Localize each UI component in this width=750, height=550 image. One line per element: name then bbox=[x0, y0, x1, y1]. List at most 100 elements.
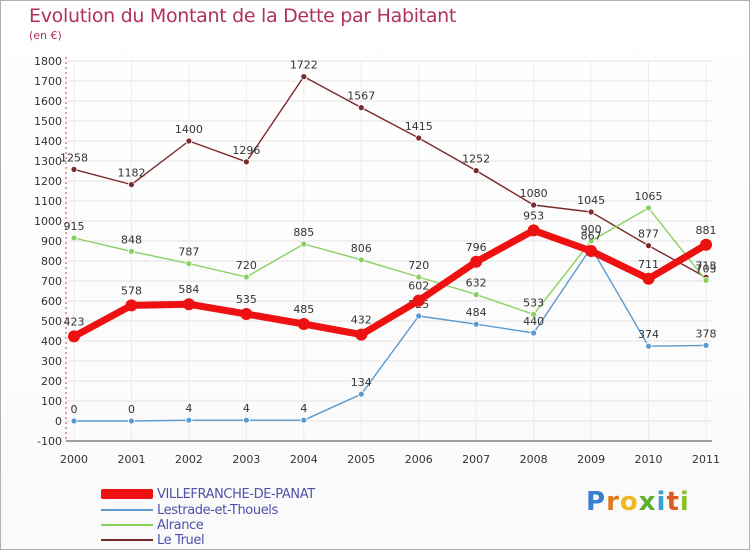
data-point bbox=[415, 134, 423, 142]
data-point bbox=[530, 201, 538, 209]
legend-item-alrance: Alrance bbox=[101, 517, 204, 533]
data-point bbox=[300, 240, 308, 248]
data-point bbox=[185, 260, 193, 268]
data-point bbox=[702, 276, 710, 284]
y-tick-label: 0 bbox=[55, 415, 62, 428]
data-label: 374 bbox=[638, 328, 659, 341]
series-line bbox=[72, 226, 708, 340]
data-point bbox=[472, 291, 480, 299]
data-point bbox=[415, 312, 423, 320]
data-point bbox=[357, 104, 365, 111]
data-label: 4 bbox=[243, 402, 250, 415]
legend-label-lestrade: Lestrade-et-Thouels bbox=[157, 502, 278, 518]
data-point bbox=[702, 341, 710, 349]
x-tick-label: 2006 bbox=[405, 453, 433, 466]
data-label: 787 bbox=[178, 246, 199, 259]
data-label: 378 bbox=[696, 327, 717, 340]
data-label: 4 bbox=[300, 402, 307, 415]
data-label: 867 bbox=[581, 230, 602, 243]
data-point bbox=[242, 273, 250, 281]
legend-item-lestrade: Lestrade-et-Thouels bbox=[101, 502, 278, 518]
y-tick-label: 1300 bbox=[34, 155, 62, 168]
y-tick-label: 400 bbox=[41, 335, 62, 348]
data-point bbox=[645, 342, 652, 350]
data-point bbox=[700, 238, 712, 251]
data-point bbox=[355, 328, 368, 341]
data-label: 485 bbox=[293, 303, 314, 316]
data-label: 578 bbox=[121, 284, 142, 297]
data-point bbox=[645, 204, 652, 212]
data-point bbox=[530, 329, 538, 337]
data-point bbox=[128, 181, 135, 189]
data-label: 432 bbox=[351, 314, 372, 327]
logo-letter: P bbox=[586, 487, 607, 517]
data-label: 423 bbox=[64, 315, 85, 328]
series-line bbox=[73, 75, 707, 279]
data-point bbox=[70, 165, 78, 173]
legend-label-alrance: Alrance bbox=[157, 517, 204, 533]
y-tick-label: 1000 bbox=[34, 215, 62, 228]
y-tick-label: 1500 bbox=[34, 115, 62, 128]
data-point bbox=[185, 137, 193, 145]
data-label: 1080 bbox=[520, 187, 548, 200]
data-point bbox=[527, 224, 540, 237]
y-tick-label: 200 bbox=[41, 375, 62, 388]
data-label: 881 bbox=[696, 224, 717, 237]
data-label: 1252 bbox=[462, 153, 490, 166]
data-label: 953 bbox=[523, 209, 544, 222]
legend-swatch-alrance bbox=[101, 524, 153, 526]
data-point bbox=[587, 208, 595, 216]
logo-letter: i bbox=[679, 487, 690, 517]
logo-letter: i bbox=[656, 487, 667, 517]
data-point bbox=[472, 320, 480, 328]
y-tick-label: 1800 bbox=[34, 55, 62, 68]
data-point bbox=[242, 416, 250, 424]
x-tick-label: 2007 bbox=[462, 453, 490, 466]
data-label: 806 bbox=[351, 242, 372, 255]
data-label: 718 bbox=[696, 259, 717, 272]
x-tick-label: 2000 bbox=[60, 453, 88, 466]
legend-item-villefranche: VILLEFRANCHE-DE-PANAT bbox=[101, 487, 315, 502]
y-tick-label: 1700 bbox=[34, 75, 62, 88]
legend-item-le-truel: Le Truel bbox=[101, 533, 205, 548]
data-label: 1296 bbox=[232, 144, 260, 157]
data-label: 134 bbox=[351, 376, 372, 389]
data-point bbox=[530, 310, 538, 318]
data-point bbox=[357, 256, 365, 264]
data-label: 484 bbox=[466, 306, 487, 319]
data-label: 796 bbox=[466, 241, 487, 254]
data-label: 1182 bbox=[117, 167, 145, 180]
y-tick-label: 600 bbox=[41, 295, 62, 308]
y-tick-label: 800 bbox=[41, 255, 62, 268]
series-line bbox=[73, 207, 707, 316]
data-point bbox=[472, 167, 480, 175]
y-tick-label: 1200 bbox=[34, 175, 62, 188]
data-label: 900 bbox=[581, 223, 602, 236]
logo-letter: o bbox=[619, 487, 639, 517]
y-tick-label: 700 bbox=[41, 275, 62, 288]
data-point bbox=[242, 158, 250, 166]
data-label: 533 bbox=[523, 296, 544, 309]
data-point bbox=[415, 273, 423, 281]
y-tick-label: 900 bbox=[41, 235, 62, 248]
legend-swatch-le-truel bbox=[101, 539, 153, 541]
data-point bbox=[300, 416, 308, 424]
data-label: 1415 bbox=[405, 120, 433, 133]
y-tick-label: 1100 bbox=[34, 195, 62, 208]
logo-letter: x bbox=[638, 487, 657, 517]
data-point bbox=[68, 330, 80, 343]
series-line bbox=[74, 246, 707, 422]
x-tick-label: 2003 bbox=[232, 453, 260, 466]
data-label: 0 bbox=[128, 403, 135, 416]
data-label: 1258 bbox=[60, 151, 88, 164]
x-tick-label: 2011 bbox=[692, 453, 720, 466]
data-label: 703 bbox=[696, 262, 717, 275]
data-point bbox=[185, 416, 193, 424]
data-point bbox=[587, 237, 595, 245]
y-tick-label: -100 bbox=[37, 435, 62, 448]
data-label: 885 bbox=[293, 226, 314, 239]
data-point bbox=[70, 234, 78, 242]
data-label: 1400 bbox=[175, 123, 203, 136]
y-tick-label: 1400 bbox=[34, 135, 62, 148]
data-point bbox=[125, 299, 138, 312]
